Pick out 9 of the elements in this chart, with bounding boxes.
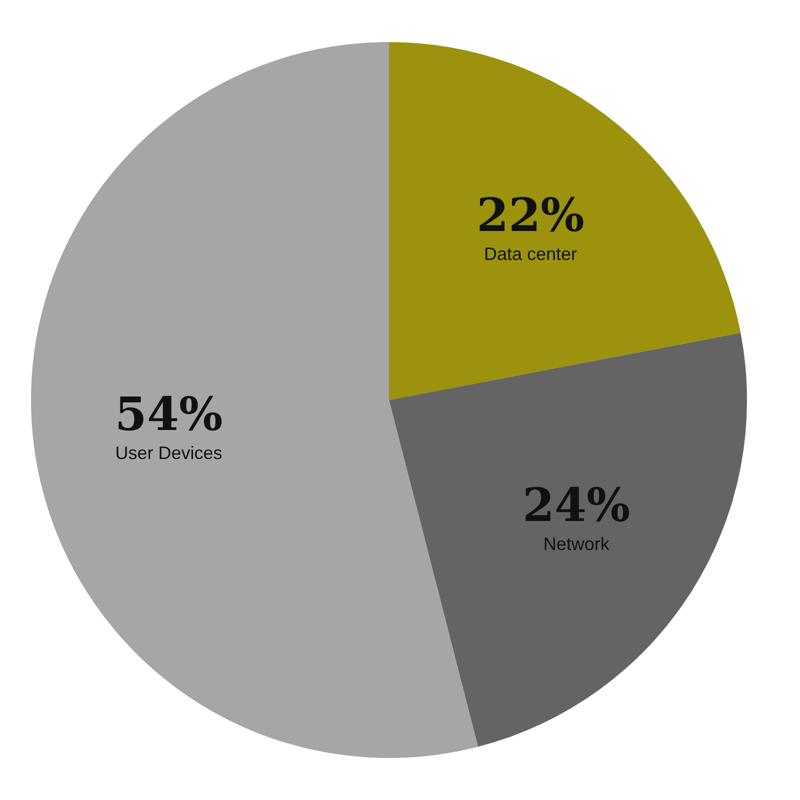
data-label: 54%: [114, 386, 223, 441]
pie-slice: [389, 42, 741, 400]
slice-label: Network: [543, 534, 610, 554]
data-label: 22%: [476, 188, 584, 242]
pie-slice: [32, 42, 478, 758]
pie-slice: [389, 332, 746, 747]
slice-label: User Devices: [115, 442, 222, 463]
slice-label: Data center: [484, 244, 578, 264]
data-label: 24%: [522, 478, 630, 532]
